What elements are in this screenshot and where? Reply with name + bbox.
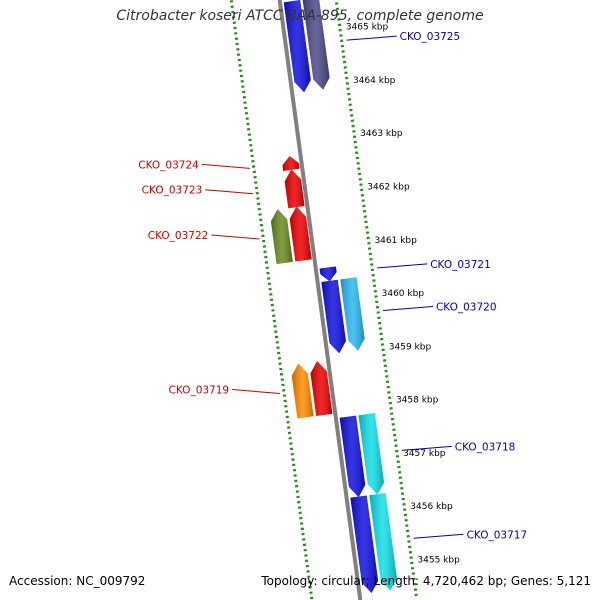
gene-label-leader [205, 189, 254, 195]
gene-label[interactable]: CKO_03724 [138, 159, 199, 171]
scale-label: 3460 kbp [382, 289, 425, 299]
gene-labels: CKO_03725 CKO_03724 CKO_03723 CKO_03722 CKO_… [138, 31, 527, 541]
gene-features [270, 0, 398, 594]
gene-label[interactable]: CKO_03723 [142, 185, 203, 197]
gene-label[interactable]: CKO_03720 [436, 302, 497, 314]
gene-label-leader [211, 234, 260, 240]
gene-arrow-shading [358, 413, 384, 495]
gene-label[interactable]: CKO_03722 [148, 230, 209, 242]
scale-ticks [229, 0, 418, 600]
gene-arrow-shading [302, 0, 330, 90]
gene-label[interactable]: CKO_03721 [430, 259, 491, 271]
gene-label-leader [232, 389, 281, 394]
gene-label[interactable]: CKO_03717 [467, 529, 528, 541]
gene-arrow-shading [284, 169, 305, 208]
scale-label: 3464 kbp [353, 76, 396, 86]
gene-arrow-shading [339, 415, 365, 497]
scale-label: 3459 kbp [389, 342, 432, 352]
gene-arrow-shading [310, 361, 333, 416]
gene-label-leader [401, 445, 452, 451]
gene-arrow-shading [321, 280, 346, 353]
accession-text: Accession: NC_009792 [9, 574, 146, 588]
genome-backbone [277, 0, 363, 600]
scale-label: 3465 kbp [346, 23, 389, 33]
gene-arrow-shading [340, 277, 365, 351]
gene-label-leader [413, 533, 464, 539]
gene-arrow-shading [319, 266, 337, 282]
scale-label: 3461 kbp [374, 236, 417, 246]
gene-label[interactable]: CKO_03719 [169, 384, 230, 396]
gene-label[interactable]: CKO_03725 [400, 31, 461, 43]
scale-label: 3455 kbp [417, 555, 460, 565]
gene-label-leader [346, 35, 397, 41]
gene-label-leader [201, 163, 250, 169]
gene-label-leader [377, 263, 428, 269]
gene-label[interactable]: CKO_03718 [455, 441, 516, 453]
gene-label-leader [382, 306, 434, 312]
gene-arrow-shading [289, 206, 312, 262]
gene-arrow-shading [369, 493, 397, 591]
gene-arrow-shading [271, 209, 293, 264]
gene-arrow-shading [284, 0, 311, 92]
scale-label: 3457 kbp [403, 449, 446, 459]
map-title: Citrobacter koseri ATCC BAA-895, complet… [116, 8, 484, 24]
scale-labels: 3465 kbp 3464 kbp 3463 kbp 3462 kbp 3461 kbp… [346, 23, 460, 566]
scale-label: 3458 kbp [396, 396, 439, 406]
gene-arrow-shading [291, 363, 314, 419]
scale-label: 3462 kbp [367, 183, 410, 193]
genome-stats-text: Topology: circular; Length: 4,720,462 bp… [261, 574, 591, 588]
gene-arrow-shading [282, 156, 300, 171]
scale-label: 3463 kbp [360, 129, 403, 139]
scale-label: 3456 kbp [410, 502, 453, 512]
gene-arrow-shading [350, 495, 378, 593]
